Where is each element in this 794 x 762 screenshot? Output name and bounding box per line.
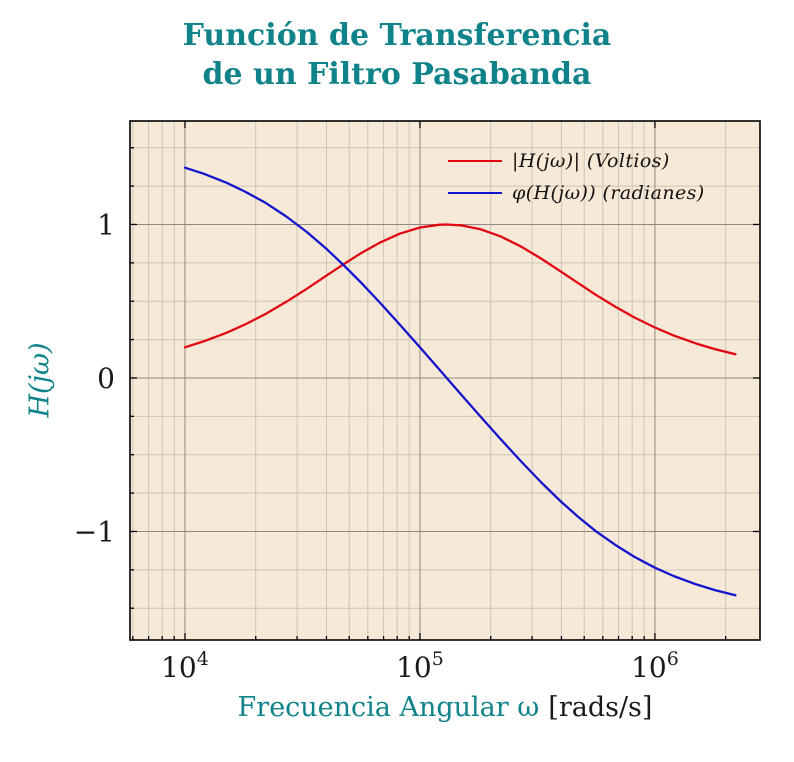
- x-axis-label: Frecuencia Angular ω [rads/s]: [130, 692, 760, 723]
- y-axis-label: H(jω): [24, 342, 56, 418]
- x-axis-label-units: [rads/s]: [548, 692, 653, 723]
- x-tick-label: 105: [396, 648, 444, 684]
- y-tick-label: −1: [74, 515, 115, 548]
- y-tick-label: 0: [97, 362, 115, 395]
- x-tick-label: 106: [631, 648, 679, 684]
- plot-border: [129, 120, 761, 641]
- legend: |H(jω)| (Voltios) φ(H(jω)) (radianes): [448, 145, 705, 209]
- series-lines: [183, 166, 737, 597]
- legend-row-phase: φ(H(jω)) (radianes): [448, 177, 705, 209]
- chart-title-line1: Función de Transferencia: [182, 18, 612, 53]
- legend-line-magnitude-sample: [448, 159, 502, 163]
- legend-row-magnitude: |H(jω)| (Voltios): [448, 145, 705, 177]
- x-tick-label: 104: [161, 648, 209, 684]
- legend-line-phase-sample: [448, 191, 502, 195]
- legend-label-phase: φ(H(jω)) (radianes): [512, 182, 705, 204]
- chart-title-line2: de un Filtro Pasabanda: [202, 57, 592, 92]
- chart-title: Función de Transferencia de un Filtro Pa…: [0, 16, 794, 94]
- x-axis-label-text: Frecuencia Angular ω: [237, 692, 540, 723]
- y-tick-label: 1: [97, 208, 115, 241]
- legend-label-magnitude: |H(jω)| (Voltios): [512, 150, 670, 172]
- series-line-1: [183, 166, 737, 597]
- series-line-0: [183, 223, 737, 356]
